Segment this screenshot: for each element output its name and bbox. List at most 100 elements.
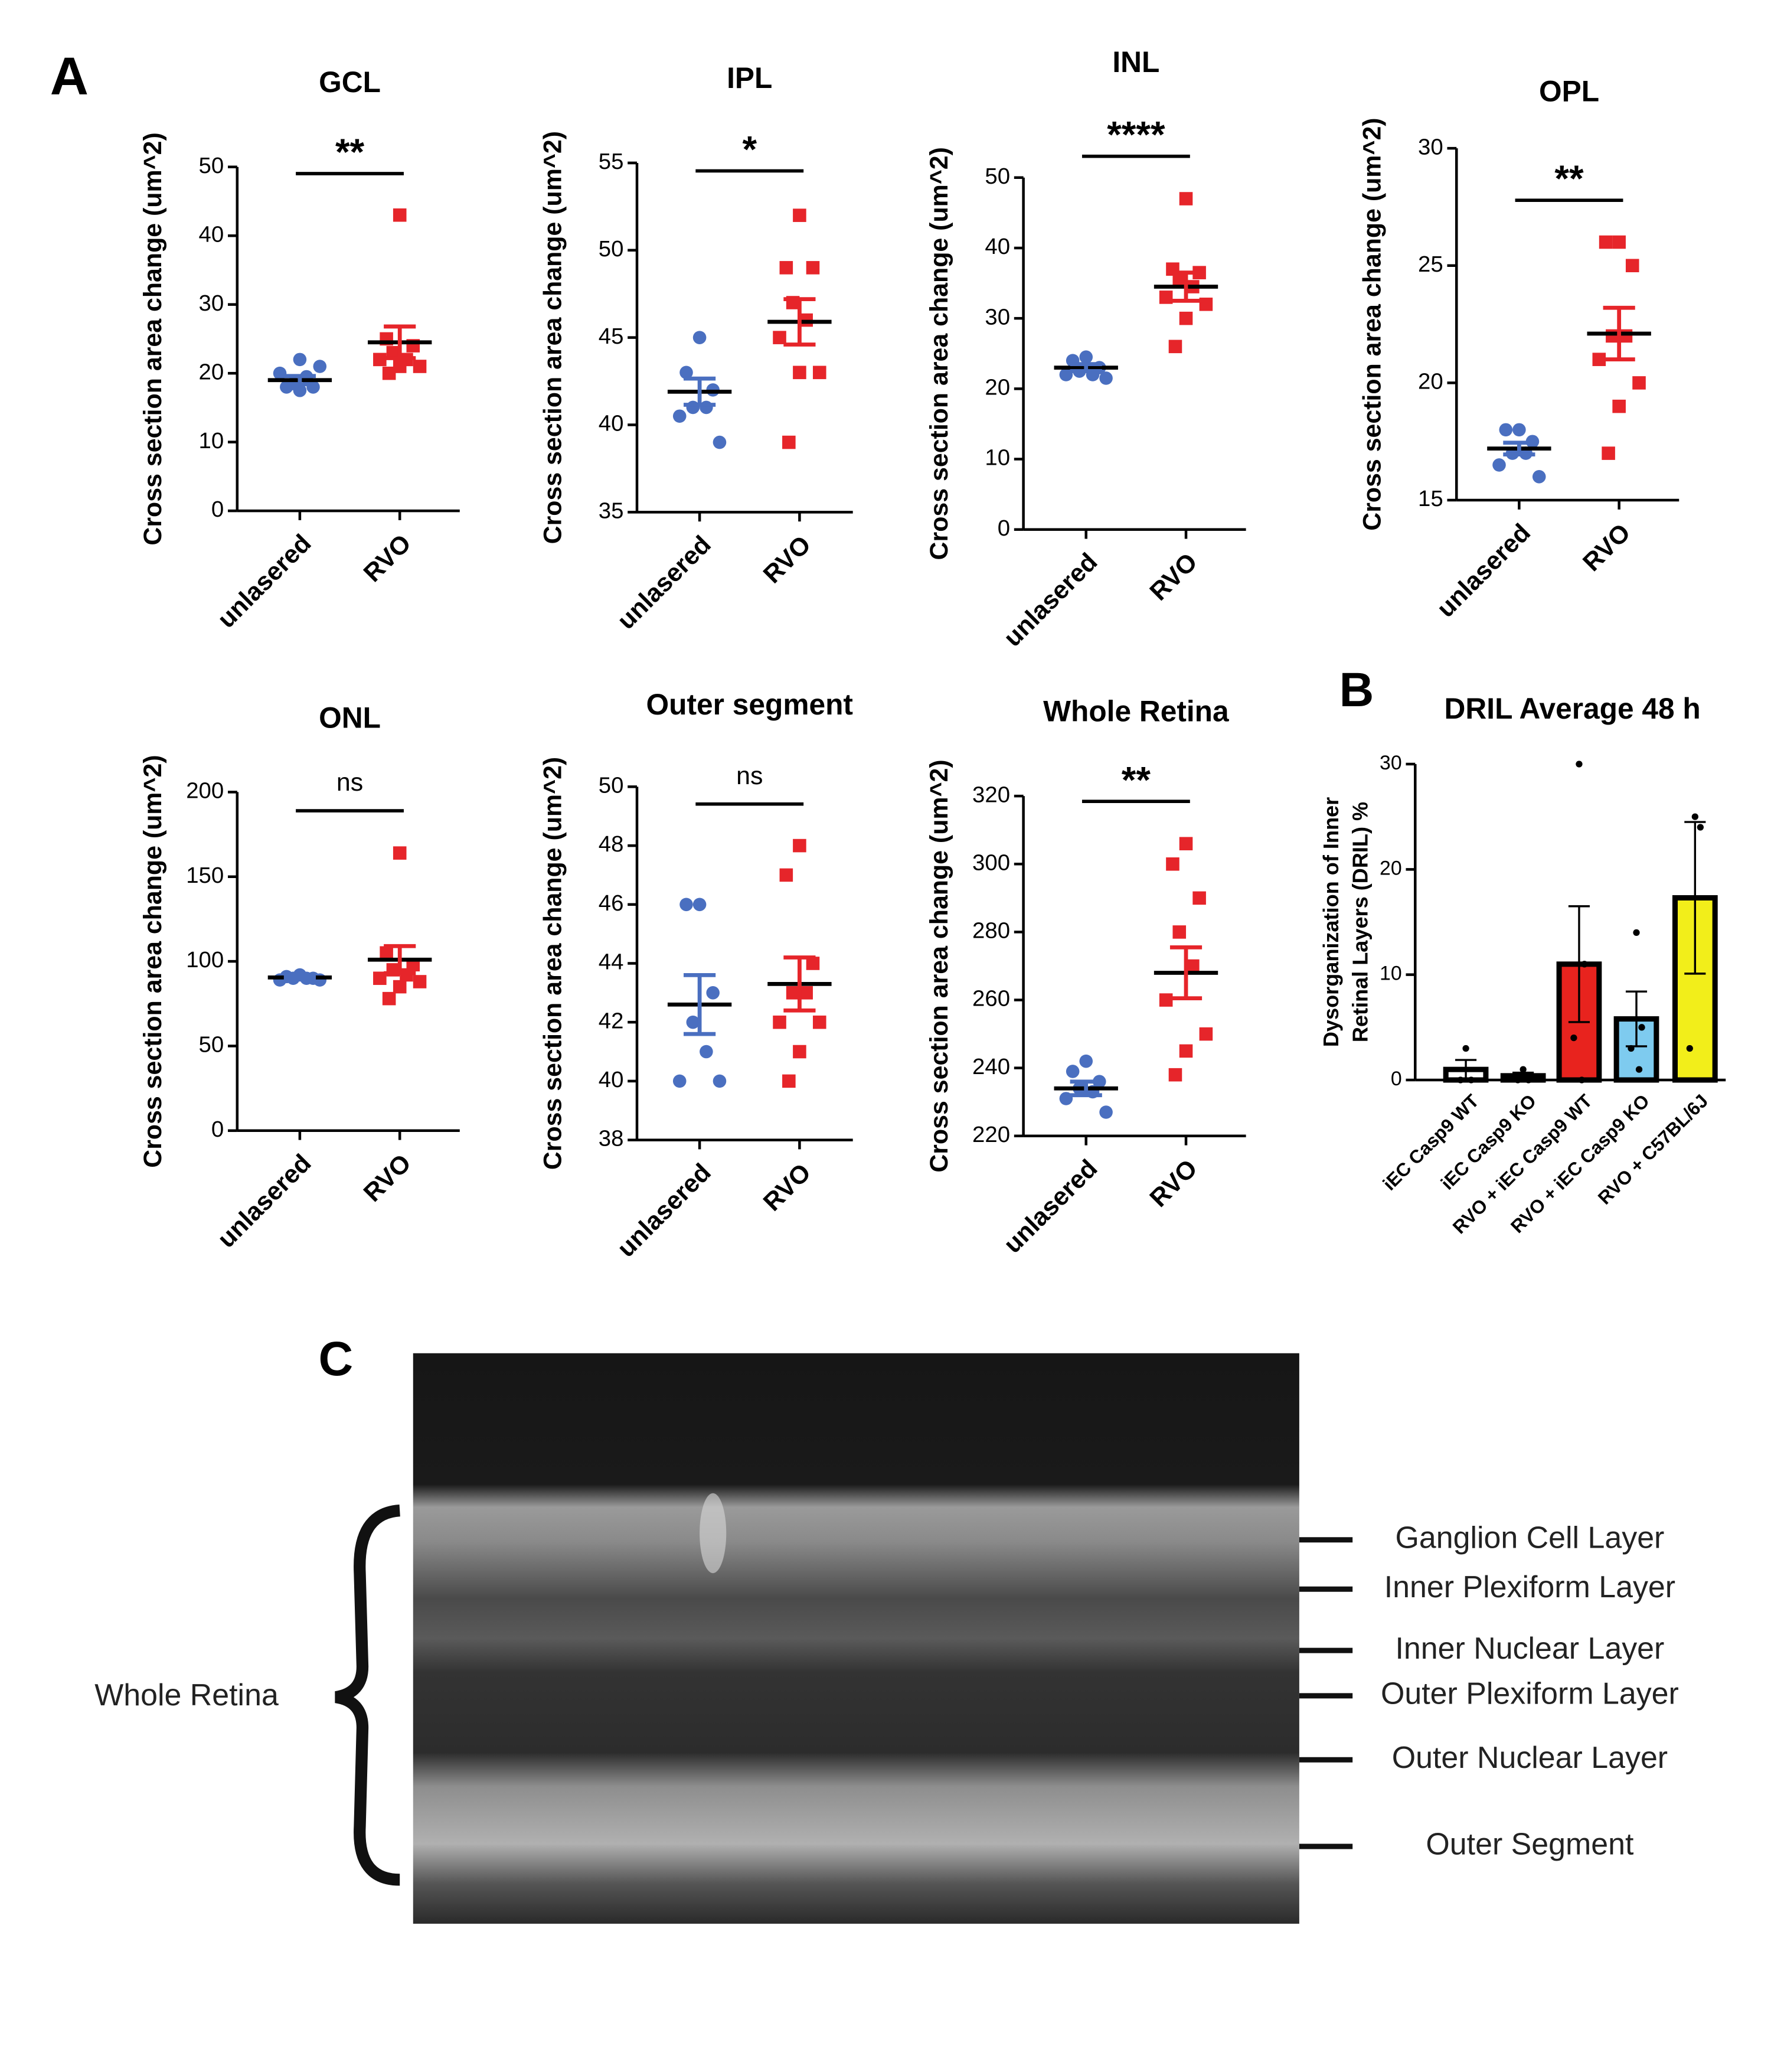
sem-bar (684, 973, 716, 1036)
data-point (1199, 298, 1213, 311)
data-point (293, 353, 307, 367)
data-point (779, 868, 793, 882)
y-tick-label: 20 (1418, 369, 1443, 394)
data-point (1697, 824, 1704, 831)
data-point (1179, 1044, 1193, 1058)
data-point (413, 360, 427, 373)
data-point (1099, 1105, 1113, 1119)
data-point (1059, 1092, 1073, 1105)
x-tick-label: unlasered (998, 548, 1103, 652)
data-point (692, 331, 707, 344)
y-tick-label: 30 (1418, 134, 1443, 159)
y-tick-label: 40 (985, 234, 1010, 259)
sem-bar (1070, 362, 1102, 373)
y-tick-label: 30 (199, 291, 224, 316)
data-point (1638, 1024, 1645, 1031)
data-point (812, 366, 826, 380)
x-tick-label: unlasered (612, 1158, 717, 1262)
y-tick-label: 0 (1391, 1068, 1402, 1090)
y-tick-label: 0 (211, 1117, 224, 1142)
data-point (373, 971, 387, 986)
y-tick-label: 38 (599, 1126, 624, 1151)
y-axis-label: Cross section area change (um^2) (925, 759, 953, 1172)
x-tick-label: RVO (1577, 518, 1636, 577)
data-point (779, 261, 793, 275)
data-point (812, 1015, 826, 1029)
data-point (273, 366, 287, 380)
bar (1672, 895, 1718, 1083)
y-tick-label: 44 (599, 949, 624, 975)
data-point (1532, 470, 1546, 484)
data-point (1099, 371, 1113, 385)
panel-label: B (1339, 663, 1374, 717)
data-point (413, 975, 427, 988)
sem-bar (1603, 305, 1635, 362)
y-axis-label: Retinal Layers (DRIL) % (1348, 802, 1373, 1042)
data-point (672, 1074, 687, 1088)
significance-label: ** (335, 132, 365, 173)
y-tick-label: 50 (599, 236, 624, 262)
error-bar (1568, 905, 1590, 1023)
data-point (1686, 1045, 1693, 1052)
layer-label: Outer Nuclear Layer (1392, 1741, 1668, 1775)
data-point (393, 208, 407, 222)
x-tick-label: RVO (358, 1149, 417, 1208)
sem-bar (1169, 270, 1203, 303)
sem-bar (384, 324, 416, 360)
y-tick-label: 48 (599, 831, 624, 857)
data-point (1468, 1076, 1475, 1084)
y-tick-label: 40 (599, 1067, 624, 1092)
data-point (786, 986, 800, 1000)
data-point (1576, 761, 1583, 768)
x-tick-label: RVO (1145, 548, 1203, 606)
y-tick-label: 25 (1418, 252, 1443, 277)
data-point (1525, 1076, 1532, 1084)
y-axis-label: Cross section area change (um^2) (139, 755, 167, 1167)
chart-title: GCL (319, 66, 381, 99)
data-point (1079, 1054, 1093, 1068)
data-point (793, 366, 806, 380)
chart-title: Outer segment (646, 688, 853, 721)
y-tick-label: 100 (186, 947, 224, 973)
data-point (686, 1015, 700, 1029)
x-tick-label: unlasered (998, 1154, 1103, 1259)
oct-highlight (700, 1493, 727, 1574)
x-tick-label: unlasered (212, 529, 316, 634)
significance-label: ns (736, 762, 763, 790)
data-point (1633, 929, 1640, 936)
data-point (1179, 311, 1193, 325)
y-tick-label: 10 (1380, 962, 1402, 985)
y-tick-label: 220 (972, 1122, 1010, 1147)
significance-label: **** (1107, 115, 1165, 156)
chart-title: IPL (727, 61, 772, 94)
data-point (1059, 368, 1073, 381)
data-point (1514, 1076, 1521, 1084)
data-point (1066, 1065, 1080, 1078)
x-tick-label: RVO (1145, 1154, 1203, 1213)
data-point (793, 1045, 806, 1059)
data-point (1159, 993, 1173, 1007)
data-point (1499, 423, 1513, 437)
panel-label: C (319, 1332, 354, 1386)
y-tick-label: 10 (985, 445, 1010, 471)
data-point (1632, 376, 1646, 390)
data-point (373, 353, 387, 367)
data-point (380, 946, 393, 960)
chart-title: INL (1112, 45, 1159, 79)
data-point (1168, 340, 1182, 354)
layer-label: Inner Plexiform Layer (1384, 1570, 1675, 1604)
data-point (793, 208, 806, 222)
y-tick-label: 45 (599, 324, 624, 349)
data-point (799, 986, 813, 1000)
y-tick-label: 260 (972, 986, 1010, 1011)
sem-bar (783, 955, 816, 1013)
sem-bar (384, 944, 416, 975)
layer-label: Outer Plexiform Layer (1381, 1677, 1679, 1711)
data-point (1691, 813, 1698, 820)
data-point (782, 435, 796, 449)
data-point (1628, 1045, 1635, 1052)
y-tick-label: 10 (199, 428, 224, 453)
y-tick-label: 200 (186, 778, 224, 804)
y-axis-label: Cross section area change (um^2) (538, 131, 567, 544)
data-point (393, 846, 407, 860)
